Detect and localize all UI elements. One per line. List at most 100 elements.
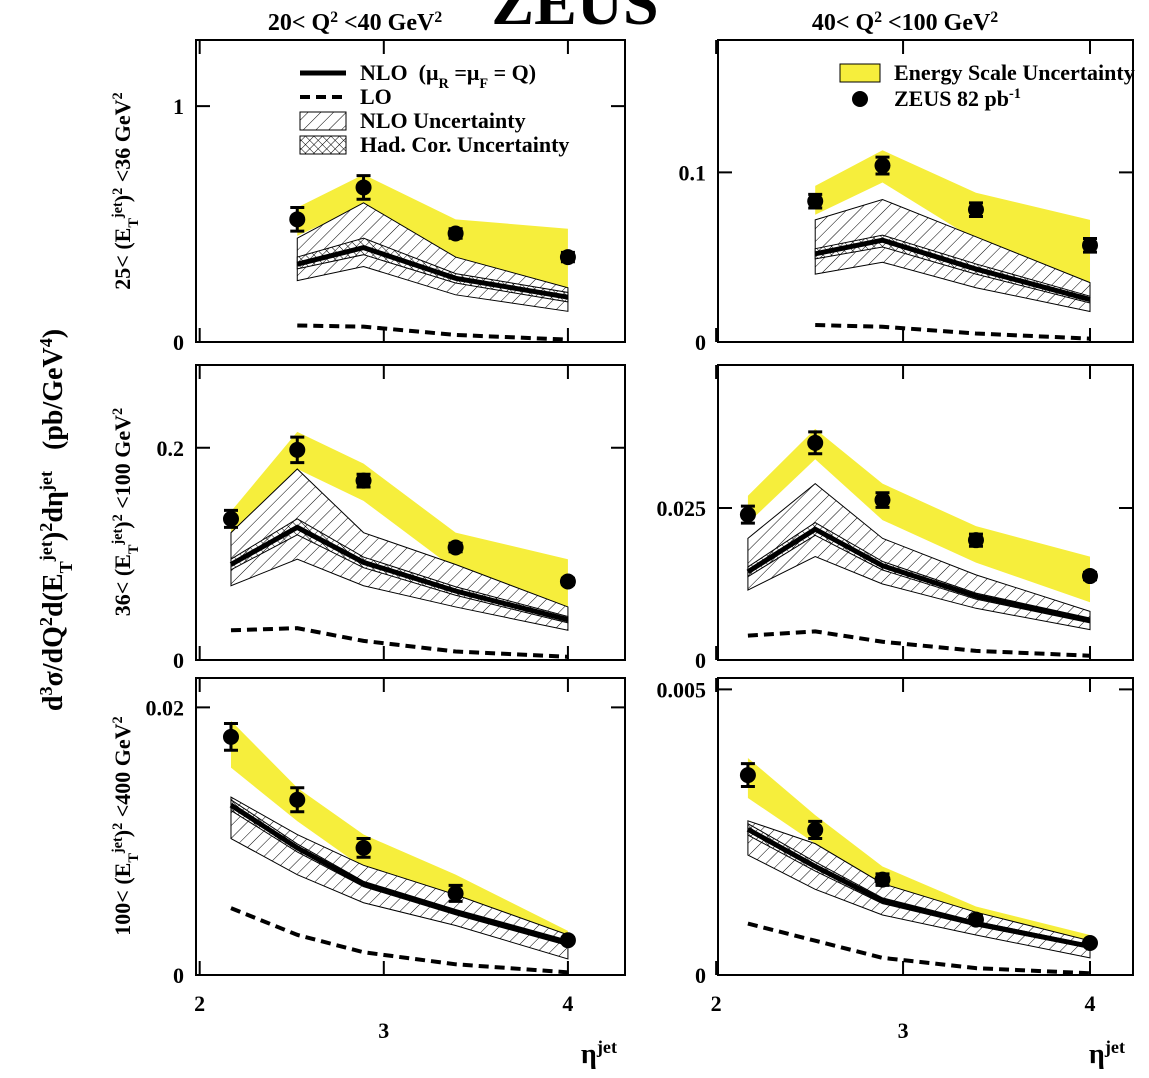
- y-axis-title-part: jet: [36, 471, 56, 492]
- lo-line: [230, 626, 569, 659]
- row-label-part: <100 GeV: [110, 415, 135, 514]
- panel-frame: [717, 677, 1134, 976]
- y-axis-title-part: dη: [38, 491, 69, 522]
- legend-label-part: NLO Uncertainty: [360, 108, 526, 133]
- data-point: [355, 839, 372, 856]
- hadronisation-uncertainty-band: [814, 234, 1091, 304]
- legend-label: LO: [360, 84, 392, 109]
- column-label-part: <40 GeV: [338, 10, 435, 36]
- row-label-part: <400 GeV: [110, 723, 135, 822]
- column-label-part: 2: [330, 9, 338, 26]
- data-point: [559, 573, 576, 590]
- data-point: [289, 211, 306, 228]
- row-label-part: 2: [110, 514, 126, 521]
- legend-label-part: Had. Cor. Uncertainty: [360, 132, 569, 157]
- nlo-line: [814, 237, 1091, 302]
- panel-frame: [195, 39, 626, 343]
- legend-label-part: R: [438, 76, 449, 92]
- legend-key: [852, 91, 868, 107]
- y-tick-label: 0.02: [146, 695, 185, 720]
- data-point: [559, 932, 576, 949]
- y-tick-label: 0: [695, 330, 706, 355]
- column-label-part: 20< Q: [268, 10, 330, 36]
- y-tick-label: 0: [173, 648, 184, 673]
- lo-line: [297, 323, 569, 342]
- row-label: 36< (ETjet)2 <100 GeV2: [110, 408, 142, 616]
- x-tick-label: 2: [711, 991, 722, 1016]
- data-point: [447, 885, 464, 902]
- nlo-line: [229, 524, 569, 623]
- y-tick-label: 0.2: [157, 436, 185, 461]
- row-label: 100< (ETjet)2 <400 GeV2: [110, 716, 142, 935]
- energy-scale-band: [747, 428, 1091, 603]
- column-label-part: 2: [434, 9, 442, 26]
- data-point: [967, 532, 984, 549]
- y-axis-title-part: 3: [36, 686, 56, 695]
- row-label-part: jet: [110, 202, 126, 219]
- legend-label-part: =μ: [449, 60, 480, 85]
- data-point: [739, 767, 756, 784]
- row-label: 25< (ETjet)2 <36 GeV2: [110, 92, 142, 289]
- data-point: [289, 791, 306, 808]
- x-axis-title-part: jet: [1104, 1037, 1125, 1057]
- y-tick-label: 1: [173, 94, 184, 119]
- row-label-part: jet: [110, 529, 126, 546]
- nlo-line: [746, 827, 1091, 949]
- nlo-uncertainty-band: [747, 482, 1091, 631]
- x-axis-title-part: jet: [596, 1037, 617, 1057]
- data-point: [1082, 237, 1099, 254]
- legend-label-part: F: [479, 76, 488, 92]
- panel-frame: [195, 677, 626, 976]
- data-point: [874, 492, 891, 509]
- y-axis-title-part: 2: [36, 617, 56, 626]
- legend-label-part: -1: [1009, 86, 1021, 102]
- x-axis-title: ηjet: [1089, 1037, 1125, 1070]
- y-axis-title-part: ): [38, 329, 69, 338]
- lo-line: [815, 323, 1091, 341]
- column-label: 20< Q2 <40 GeV2: [268, 9, 442, 37]
- data-point: [807, 193, 824, 210]
- data-point: [739, 506, 756, 523]
- nlo-line: [296, 245, 569, 300]
- data-point: [289, 441, 306, 458]
- x-tick-label: 4: [1085, 991, 1096, 1016]
- column-label-part: <100 GeV: [882, 10, 991, 36]
- nlo-uncertainty-band: [230, 796, 569, 960]
- y-tick-label: 0: [695, 648, 706, 673]
- data-point: [1082, 568, 1099, 585]
- row-label-part: ): [110, 830, 135, 837]
- figure-title: ZEUS: [491, 0, 658, 38]
- data-point: [447, 539, 464, 556]
- x-axis-title: ηjet: [581, 1037, 617, 1070]
- legend-label: NLO Uncertainty: [360, 108, 526, 133]
- data-point: [1082, 935, 1099, 952]
- data-point: [222, 728, 239, 745]
- row-label-part: <36 GeV: [110, 99, 135, 187]
- data-point: [807, 821, 824, 838]
- y-tick-label: 0.025: [657, 496, 707, 521]
- nlo-line: [229, 802, 569, 946]
- row-label-part: 100< (E: [110, 863, 135, 936]
- legend-label-part: ZEUS 82 pb: [894, 86, 1009, 111]
- row-label-part: 2: [110, 823, 126, 830]
- column-label-part: 2: [990, 9, 998, 26]
- panel-frame: [195, 364, 626, 661]
- column-label-part: 2: [874, 9, 882, 26]
- data-point: [967, 201, 984, 218]
- y-axis-title-part: d(E: [38, 573, 69, 617]
- legend-key: [839, 63, 881, 83]
- x-axis-title-part: η: [581, 1039, 597, 1070]
- data-point: [447, 225, 464, 242]
- row-label-part: 2: [110, 716, 126, 723]
- y-axis-title-part: ): [38, 532, 69, 541]
- legend-label: Had. Cor. Uncertainty: [360, 132, 569, 157]
- data-point: [874, 157, 891, 174]
- x-tick-label: 3: [898, 1018, 909, 1043]
- row-label-part: T: [126, 218, 142, 228]
- y-axis-title-part: T: [56, 561, 76, 573]
- nlo-uncertainty-band: [230, 468, 569, 631]
- legend-label-part: NLO (μ: [360, 60, 439, 85]
- legend-label-part: = Q): [488, 60, 536, 85]
